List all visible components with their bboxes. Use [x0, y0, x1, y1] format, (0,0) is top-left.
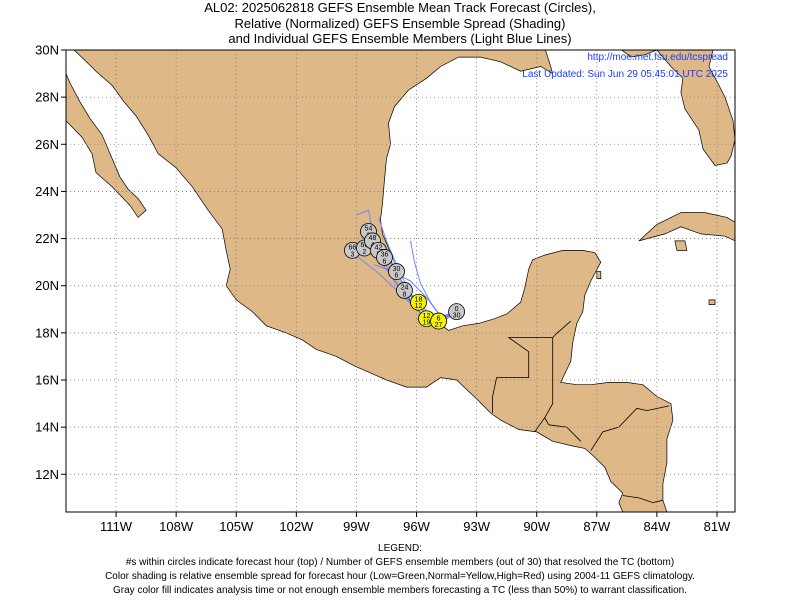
legend: LEGEND: #s within circles indicate forec… — [0, 542, 800, 598]
border-guatemala-salvador — [534, 417, 546, 433]
legend-line-3: Gray color fill indicates analysis time … — [113, 585, 687, 596]
forecast-circle — [388, 263, 405, 280]
lon-label-6: 93W — [463, 519, 490, 534]
lon-label-3: 102W — [279, 519, 314, 534]
border-guatemala-honduras — [544, 382, 554, 425]
title-line-3: and Individual GEFS Ensemble Members (Li… — [228, 31, 572, 46]
member-count-label: 30 — [453, 313, 461, 320]
lon-label-9: 84W — [644, 519, 671, 534]
country-borders — [243, 50, 669, 504]
lat-label-0: 12N — [35, 467, 59, 482]
member-count-label: 12 — [415, 303, 423, 310]
track-map: 66360254348442536630624818121219627030 1… — [35, 43, 800, 534]
forecast-point-36h: 366 — [376, 249, 393, 266]
forecast-point-24h: 248 — [396, 282, 413, 299]
title-line-2: Relative (Normalized) GEFS Ensemble Spre… — [234, 15, 566, 31]
lon-label-4: 99W — [343, 519, 370, 534]
land-north-america — [66, 50, 735, 512]
credit-url: http://moe.met.fsu.edu/tcspread — [587, 52, 728, 63]
border-nicaragua-costarica — [622, 495, 663, 504]
lat-label-2: 16N — [35, 373, 59, 388]
lat-lon-grid — [66, 50, 735, 512]
member-count-label: 8 — [403, 291, 407, 298]
forecast-point-0h: 030 — [448, 303, 465, 321]
lat-label-3: 18N — [35, 325, 59, 340]
forecast-hour-label: 42 — [375, 245, 383, 252]
forecast-point-6h: 627 — [430, 312, 447, 330]
legend-line-2: Color shading is relative ensemble sprea… — [105, 571, 695, 582]
latitude-labels: 12N 14N 16N 18N 20N 22N 24N 26N 28N 30N — [35, 43, 59, 482]
lat-label-6: 24N — [35, 184, 59, 199]
forecast-circles: 66360254348442536630624818121219627030 — [344, 223, 465, 330]
land-isla-cozumel — [596, 271, 602, 279]
forecast-hour-label: 66 — [349, 245, 357, 252]
legend-line-1: #s within circles indicate forecast hour… — [125, 557, 675, 568]
forecast-circle — [430, 312, 447, 330]
lon-label-10: 81W — [704, 519, 731, 534]
forecast-circle — [396, 282, 413, 299]
land-masses — [66, 50, 800, 512]
land-cuba — [638, 212, 735, 242]
credit-updated: Last Updated: Sun Jun 29 05:45:01 UTC 20… — [522, 69, 728, 80]
forecast-hour-label: 18 — [415, 296, 423, 303]
lat-label-1: 14N — [35, 420, 59, 435]
map-title: AL02: 2025062818 GEFS Ensemble Mean Trac… — [0, 0, 800, 47]
land-jamaica — [769, 321, 800, 335]
member-count-label: 6 — [383, 258, 387, 265]
lon-label-5: 96W — [403, 519, 430, 534]
lon-label-2: 105W — [219, 519, 254, 534]
forecast-hour-label: 54 — [365, 226, 373, 233]
forecast-hour-label: 24 — [401, 285, 409, 292]
lon-label-7: 90W — [523, 519, 550, 534]
member-count-label: 2 — [362, 249, 366, 256]
border-mexico-guatemala — [492, 334, 556, 413]
forecast-circle — [410, 293, 427, 311]
axis-ticks — [61, 49, 718, 517]
forecast-hour-label: 30 — [393, 266, 401, 273]
forecast-circle — [376, 249, 393, 266]
forecast-hour-label: 48 — [369, 235, 377, 242]
lon-label-8: 87W — [583, 519, 610, 534]
member-count-label: 3 — [350, 251, 354, 258]
legend-heading: LEGEND: — [378, 543, 422, 554]
forecast-hour-label: 36 — [381, 252, 389, 259]
forecast-hour-label: 60 — [361, 242, 369, 249]
forecast-circle — [448, 303, 465, 321]
land-baja-peninsula — [66, 73, 147, 218]
lat-label-4: 20N — [35, 278, 59, 293]
land-cayman — [708, 299, 716, 305]
member-count-label: 6 — [395, 273, 399, 280]
map-frame — [65, 49, 736, 513]
border-mexico-belize — [554, 320, 572, 336]
forecast-hour-label: 0 — [455, 306, 459, 313]
member-count-label: 27 — [435, 322, 443, 329]
lon-label-1: 108W — [159, 519, 194, 534]
lat-label-7: 26N — [35, 137, 59, 152]
member-count-label: 19 — [423, 320, 431, 327]
border-honduras-nicaragua — [590, 405, 669, 451]
lat-label-5: 22N — [35, 231, 59, 246]
forecast-hour-label: 6 — [437, 315, 441, 322]
forecast-hour-label: 12 — [423, 313, 431, 320]
land-isla-juventud — [674, 240, 688, 251]
title-line-1: AL02: 2025062818 GEFS Ensemble Mean Trac… — [204, 0, 596, 15]
lat-label-9: 30N — [35, 43, 59, 58]
lon-label-0: 111W — [100, 519, 133, 534]
longitude-labels: 111W 108W 105W 102W 99W 96W 93W 90W 87W 84W 81W — [100, 519, 731, 534]
lat-label-8: 28N — [35, 90, 59, 105]
forecast-point-30h: 306 — [388, 263, 405, 280]
